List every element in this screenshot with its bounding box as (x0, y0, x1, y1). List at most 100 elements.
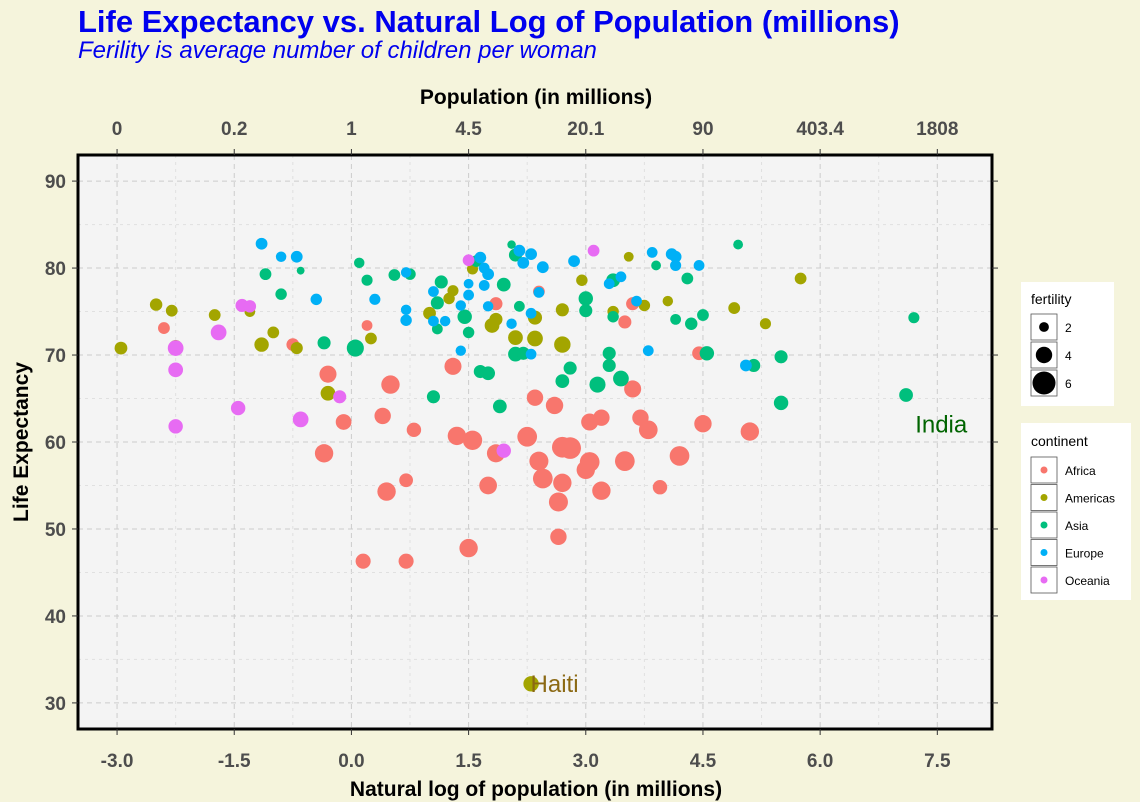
x2-tick-label: 1 (346, 119, 357, 140)
data-point (613, 370, 629, 387)
fertility-legend-label: 6 (1065, 377, 1072, 391)
data-point (230, 400, 246, 416)
continent-legend-key (1030, 566, 1058, 594)
continent-legend-symbol (1040, 549, 1048, 556)
data-point (693, 260, 705, 271)
data-point (444, 357, 462, 375)
data-point (559, 437, 581, 459)
data-point (310, 293, 322, 306)
data-point (681, 272, 694, 285)
x-axis-title: Natural log of population (in millions) (350, 778, 722, 801)
fertility-legend-symbol (1032, 371, 1056, 395)
data-point (455, 345, 467, 356)
data-point (463, 278, 474, 289)
x-tick-label: 4.5 (690, 751, 717, 772)
data-point (513, 300, 525, 312)
fertility-legend-label: 4 (1065, 349, 1072, 363)
x2-tick-label: 4.5 (455, 119, 482, 140)
annotations: India Haiti (531, 412, 968, 698)
data-point (275, 288, 287, 300)
data-point (489, 312, 503, 326)
x2-axis: 0 0.2 1 4.5 20.1 90 403.4 1808 (112, 119, 958, 155)
data-point (555, 374, 570, 389)
data-point (592, 481, 611, 500)
data-point (210, 324, 227, 341)
data-point (406, 422, 422, 438)
data-point (168, 362, 184, 378)
data-point (563, 361, 577, 375)
x-tick-label: 7.5 (924, 751, 951, 772)
data-point (400, 304, 412, 316)
data-point (459, 538, 478, 558)
data-point (651, 260, 661, 271)
data-point (398, 553, 414, 569)
continent-legend-label: Africa (1065, 464, 1096, 478)
data-point (669, 446, 690, 466)
data-point (333, 390, 347, 404)
data-point (426, 390, 440, 404)
x2-tick-label: 1808 (916, 119, 958, 140)
y-tick-label: 90 (45, 172, 66, 193)
data-point (355, 553, 371, 569)
fertility-legend-label: 2 (1065, 321, 1072, 335)
data-point (602, 358, 616, 373)
y-tick-label: 40 (45, 607, 66, 628)
data-point (618, 315, 632, 329)
data-point (740, 359, 752, 372)
data-point (319, 365, 337, 383)
data-point (517, 426, 538, 447)
data-point (158, 322, 170, 334)
data-point (496, 443, 511, 458)
series-asia (259, 239, 920, 414)
data-point (208, 309, 221, 321)
data-point (578, 291, 593, 306)
data-point (365, 332, 377, 345)
data-point (377, 482, 396, 501)
y-tick-label: 80 (45, 259, 66, 280)
data-point (369, 293, 381, 305)
fertility-legend-symbol (1039, 322, 1049, 332)
continent-legend-symbol (1040, 494, 1048, 501)
data-point (513, 244, 526, 257)
data-point (114, 341, 128, 355)
data-point (526, 389, 544, 406)
data-point (669, 250, 682, 263)
data-point (508, 330, 523, 346)
x-tick-label: 6.0 (807, 751, 833, 772)
data-point (525, 307, 537, 319)
data-point (374, 407, 391, 425)
y-tick-label: 60 (45, 433, 66, 454)
data-point (479, 476, 497, 495)
data-point (492, 399, 507, 414)
data-point (506, 318, 517, 329)
data-point (740, 422, 760, 441)
x-axis: -3.0 -1.5 0.0 1.5 3.0 4.5 6.0 7.5 (101, 729, 951, 772)
data-point (759, 318, 772, 330)
data-point (523, 676, 539, 692)
data-point (694, 415, 712, 433)
continent-legend-key (1030, 539, 1058, 566)
y-axis-title: Life Expectancy (10, 362, 33, 522)
fertility-legend-symbol (1035, 346, 1053, 364)
data-point (652, 480, 668, 495)
data-point (275, 251, 287, 262)
x2-tick-label: 90 (692, 119, 713, 140)
data-point (773, 395, 789, 411)
x-tick-label: -3.0 (101, 751, 134, 772)
data-point (462, 326, 475, 339)
data-point (728, 302, 741, 314)
data-point (623, 251, 634, 262)
data-point (428, 286, 439, 297)
continent-legend-label: Europe (1065, 547, 1104, 561)
data-point (646, 247, 658, 258)
data-point (602, 346, 616, 360)
data-point (292, 411, 309, 428)
data-point (662, 295, 674, 307)
data-point (576, 274, 588, 286)
data-point (335, 414, 352, 430)
data-point (354, 257, 365, 269)
data-point (568, 255, 580, 267)
continent-legend-title: continent (1031, 433, 1088, 449)
data-point (536, 261, 549, 274)
data-point (430, 296, 444, 310)
